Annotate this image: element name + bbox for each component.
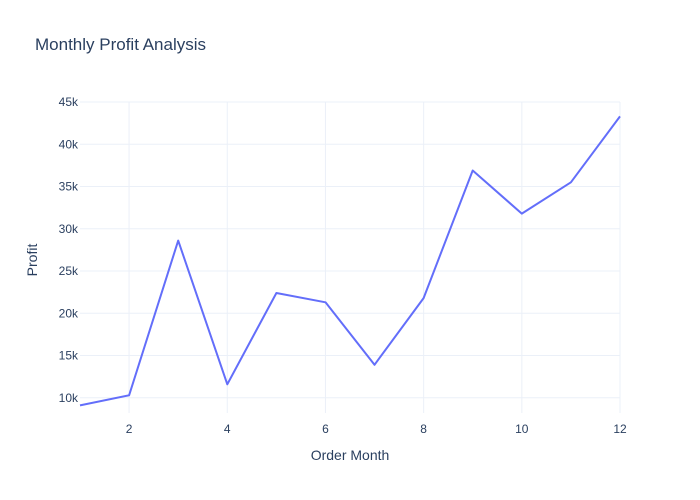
grid-lines	[80, 101, 621, 413]
x-axis-ticks: 2 4 6 8 10 12	[126, 422, 627, 436]
series-layer	[79, 115, 621, 407]
chart-title: Monthly Profit Analysis	[35, 35, 206, 54]
x-tick-label: 2	[126, 422, 133, 436]
y-tick-label: 15k	[59, 349, 79, 363]
y-tick-label: 30k	[59, 222, 79, 236]
y-tick-label: 35k	[59, 180, 79, 194]
y-tick-label: 45k	[59, 95, 79, 109]
x-tick-label: 6	[322, 422, 329, 436]
x-tick-label: 10	[515, 422, 529, 436]
x-tick-label: 4	[224, 422, 231, 436]
y-tick-label: 25k	[59, 264, 79, 278]
y-tick-label: 40k	[59, 137, 79, 151]
y-tick-label: 10k	[59, 391, 79, 405]
y-tick-label: 20k	[59, 306, 79, 320]
x-axis-label: Order Month	[311, 447, 390, 463]
x-tick-label: 12	[613, 422, 627, 436]
y-axis-label: Profit	[24, 244, 40, 277]
series-line	[79, 115, 621, 407]
x-tick-label: 8	[420, 422, 427, 436]
y-axis-ticks: 10k 15k 20k 25k 30k 35k 40k 45k	[59, 95, 79, 405]
